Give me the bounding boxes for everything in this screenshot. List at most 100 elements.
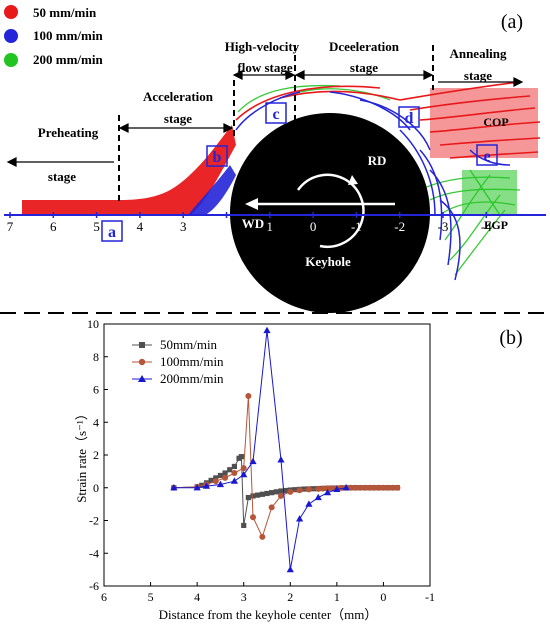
baseline-ticks: 7 6 5 4 3 2 1 0 -1 -2 -3 -4 [7, 212, 492, 234]
series-1-point [245, 393, 252, 400]
series-0-point [278, 488, 284, 494]
baseline-tick-label: 7 [7, 219, 14, 234]
x-axis-ticks: 6 5 4 3 2 1 0 -1 [101, 582, 435, 604]
series-2-point [277, 456, 285, 463]
series-1-point [338, 484, 345, 491]
point-box-label-d: d [405, 110, 414, 127]
stage-acceleration-line1: Acceleration [143, 89, 214, 104]
series-1-point [268, 504, 275, 511]
panel-a-label: (a) [501, 11, 523, 33]
series-2-point [193, 483, 201, 491]
series-0-point [222, 470, 228, 476]
rotation-arrowhead-icon [348, 175, 358, 185]
series-2-point [323, 488, 332, 496]
series-0-point [245, 494, 251, 501]
x-tick-label: 1 [334, 590, 340, 604]
series-2-point [305, 500, 313, 507]
series-1-point [296, 487, 303, 494]
series-2-point [216, 480, 225, 488]
legend-a-marker-50 [4, 5, 18, 19]
series-2-point [249, 457, 257, 465]
y-tick-label: 4 [93, 415, 99, 429]
series-1-point [222, 474, 229, 481]
x-tick-label: 4 [194, 590, 200, 604]
series-2-point [286, 565, 294, 573]
panel-b-label: (b) [499, 327, 522, 349]
stage-annealing-line1: Annealing [449, 46, 507, 61]
baseline-tick-label: 1 [267, 219, 274, 234]
flow-50-region [22, 81, 541, 215]
point-box-label-a: a [108, 224, 116, 241]
series-1-point [347, 484, 354, 491]
series-1-point [277, 492, 284, 499]
series-1-point [329, 485, 336, 492]
series-1-point [375, 484, 382, 491]
baseline-tick-label: 3 [180, 219, 187, 234]
series-1-point [357, 484, 364, 491]
baseline-tick-label: 4 [137, 219, 144, 234]
keyhole-circle [230, 113, 430, 313]
baseline-tick-label: 6 [50, 219, 57, 234]
baseline-tick-label: -3 [438, 219, 449, 234]
series-2-point [230, 477, 238, 484]
series-0-point [217, 472, 224, 479]
legend-b-label-1: 100mm/min [160, 354, 224, 369]
legend-a-label-100: 100 mm/min [33, 28, 103, 43]
x-tick-label: -1 [425, 590, 435, 604]
point-box-label-b: b [213, 149, 222, 166]
y-axis-ticks: -6 -4 -2 0 2 4 6 8 10 [87, 318, 108, 593]
series-2-point [296, 515, 304, 522]
series-2-point [170, 483, 178, 491]
y-tick-label: 8 [93, 350, 99, 364]
x-tick-label: 5 [148, 590, 154, 604]
welding-direction-arrowhead-icon [245, 198, 258, 210]
legend-b-label-2: 200mm/min [160, 371, 224, 386]
series-2-point [333, 485, 341, 492]
stage-acceleration-line2: stage [164, 111, 192, 126]
plot-frame [103, 323, 431, 587]
y-axis-label: Strain rate（s⁻¹） [74, 407, 89, 503]
rotation-arrow-icon [296, 173, 365, 248]
series-0-point [250, 493, 256, 499]
legend-a-label-200: 200 mm/min [33, 52, 103, 67]
series-1-point [319, 485, 326, 492]
series-0-point [283, 487, 289, 494]
flow-200-patch [462, 170, 517, 215]
series-1-point [324, 485, 331, 492]
series-1-point [352, 484, 359, 491]
point-boxes: a b c d e [101, 102, 498, 242]
stage-annealing-line2: stage [464, 68, 492, 83]
legend-a-label-50: 50 mm/min [33, 5, 97, 20]
stage-high-velocity-line1: High-velocity [225, 39, 300, 54]
series-0-point [227, 467, 233, 473]
series-1-point [389, 484, 396, 491]
series-2-point [202, 482, 211, 489]
series-group [170, 326, 401, 573]
point-box-e [476, 144, 498, 166]
stage-high-velocity-line2: flow stage [237, 60, 292, 75]
stage-deceleration-line1: Dceeleration [329, 39, 400, 54]
legend-b-marker-1 [138, 358, 146, 366]
series-1-point [287, 488, 294, 495]
y-tick-label: 6 [93, 383, 99, 397]
panel-a-diagram: (a) 50 mm/min 100 mm/min 200 mm/min [0, 5, 550, 314]
legend-a-marker-200 [4, 53, 18, 67]
label-wd: WD [242, 216, 264, 231]
series-1-point [259, 533, 266, 540]
baseline-tick-label: 5 [93, 219, 100, 234]
point-box-label-e: e [483, 148, 490, 165]
series-1-point [231, 470, 238, 477]
series-1-point [250, 514, 257, 521]
series-0-point [259, 491, 265, 497]
point-box-d [398, 106, 420, 128]
series-1-point [361, 484, 368, 491]
series-0-point [292, 487, 298, 493]
series-0-point [213, 475, 219, 481]
label-fgp: FGP [484, 218, 508, 232]
series-1-point [305, 486, 312, 493]
series-2-point [263, 326, 271, 334]
series-1-point [394, 484, 401, 491]
stage-preheating-line2: stage [48, 169, 76, 184]
series-1-point [371, 484, 378, 491]
